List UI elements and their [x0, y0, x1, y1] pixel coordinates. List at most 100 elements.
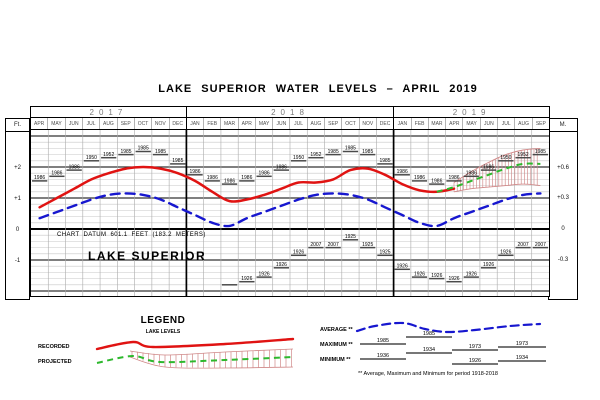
ft-tick--1: -1 [14, 258, 21, 264]
svg-text:1926: 1926 [469, 358, 481, 364]
svg-text:1985: 1985 [423, 331, 435, 337]
svg-text:1952: 1952 [518, 152, 529, 158]
svg-text:1926: 1926 [448, 276, 459, 282]
month-header-2018-DEC: DEC [379, 120, 391, 127]
average-line [38, 192, 542, 228]
month-header-2018-JAN: JAN [187, 118, 205, 129]
m-axis-header: M. [549, 119, 577, 132]
page-title: LAKE SUPERIOR WATER LEVELS – APRIL 2019 [158, 83, 478, 95]
svg-text:1985: 1985 [120, 149, 131, 155]
month-header-2019-SEP: SEP [535, 120, 546, 127]
svg-text:1973: 1973 [469, 344, 481, 350]
chart-datum-label: CHART DATUM 601.1 FEET (183.2 METERS) [57, 232, 206, 238]
month-header-2019-JUL: JUL [498, 118, 516, 129]
maximum-steps: 1985 1985 1973 1973 [360, 331, 546, 351]
minimum-steps: 1936 1934 1926 1934 [360, 347, 546, 365]
svg-text:1925: 1925 [379, 250, 390, 256]
month-header-2019-MAR: MAR [429, 118, 447, 129]
svg-text:1986: 1986 [397, 169, 408, 175]
m-axis-column: M. +0.6 +0.3 0 -0.3 [548, 118, 578, 300]
svg-text:1926: 1926 [276, 262, 287, 268]
min-steps: 1926 1926 1926 1926 2007 2007 1925 1925 1925 1926… [221, 234, 548, 286]
svg-text:1985: 1985 [328, 149, 339, 155]
ft-axis-column: Ft. +2 +1 0 -1 [5, 118, 30, 300]
svg-text:1926: 1926 [466, 271, 477, 277]
chart: 2017 2018 2019 APR MAY JUN JUL AUG SEP OCT NOV DEC… [30, 106, 550, 297]
svg-text:1986: 1986 [207, 175, 218, 181]
svg-text:1986: 1986 [69, 164, 80, 170]
svg-text:1926: 1926 [483, 262, 494, 268]
svg-text:1986: 1986 [448, 175, 459, 181]
svg-text:1950: 1950 [500, 155, 511, 161]
lake-name-label: LAKE SUPERIOR [88, 249, 207, 263]
svg-text:1926: 1926 [414, 271, 425, 277]
month-header-row: APR MAY JUN JUL AUG SEP OCT NOV DEC JAN FEB MAR APR M… [31, 118, 549, 130]
svg-text:1986: 1986 [51, 171, 62, 177]
svg-text:1985: 1985 [377, 338, 389, 344]
month-header-2018-AUG: AUG [308, 118, 326, 129]
svg-text:1986: 1986 [189, 169, 200, 175]
month-group-2019: JAN FEB MAR APR MAY JUN JUL AUG SEP [394, 118, 549, 129]
month-header-2018-OCT: OCT [342, 118, 360, 129]
month-header-2018-MAR: MAR [221, 118, 239, 129]
month-header-2019-AUG: AUG [515, 118, 533, 129]
legend-title: LEGEND [140, 315, 186, 326]
projected-line [436, 162, 541, 193]
recorded-line [38, 165, 456, 209]
svg-text:1926: 1926 [293, 250, 304, 256]
svg-text:2007: 2007 [328, 242, 339, 248]
svg-text:1985: 1985 [138, 146, 149, 152]
svg-text:1926: 1926 [397, 264, 408, 270]
svg-text:1950: 1950 [293, 155, 304, 161]
month-header-2017-MAY: MAY [48, 118, 66, 129]
year-header-2017: 2017 [31, 107, 187, 117]
month-header-2017-DEC: DEC [172, 120, 183, 127]
month-header-2018-FEB: FEB [204, 118, 222, 129]
month-header-2018-SEP: SEP [325, 118, 343, 129]
month-header-2017-JUN: JUN [66, 118, 83, 129]
projected-sample-line [96, 354, 294, 364]
svg-text:1986: 1986 [241, 175, 252, 181]
maximum-sample-steps: 1985 1985 1973 1973 [360, 331, 546, 351]
recorded-projected-sample [95, 337, 295, 369]
ft-tick-0: 0 [15, 227, 20, 233]
svg-text:1986: 1986 [259, 171, 270, 177]
svg-text:1934: 1934 [516, 355, 528, 361]
month-header-2017-OCT: OCT [135, 118, 153, 129]
ft-tick-+2: +2 [14, 165, 21, 171]
svg-text:1985: 1985 [172, 158, 183, 164]
month-header-2018-JUL: JUL [290, 118, 308, 129]
year-header-row: 2017 2018 2019 [31, 107, 549, 118]
month-header-2019-JUN: JUN [481, 118, 499, 129]
svg-text:1985: 1985 [345, 146, 356, 152]
svg-text:1934: 1934 [423, 347, 435, 353]
svg-text:1926: 1926 [241, 276, 252, 282]
svg-text:2007: 2007 [535, 242, 546, 248]
svg-text:1986: 1986 [431, 178, 442, 184]
svg-text:1926: 1926 [431, 273, 442, 279]
svg-text:1925: 1925 [362, 242, 373, 248]
month-group-2017: APR MAY JUN JUL AUG SEP OCT NOV DEC [31, 118, 187, 129]
ft-axis-header: Ft. [6, 119, 29, 132]
svg-text:1985: 1985 [535, 149, 546, 155]
m-tick-+0.6: +0.6 [557, 164, 569, 171]
month-header-2017-NOV: NOV [152, 118, 170, 129]
m-tick-0: 0 [561, 226, 565, 232]
m-tick-+0.3: +0.3 [557, 195, 569, 202]
month-header-2017-AUG: AUG [100, 118, 118, 129]
year-header-2019: 2019 [452, 107, 491, 117]
month-header-2019-JAN: JAN [394, 118, 412, 129]
svg-text:1952: 1952 [103, 152, 114, 158]
month-header-2017-JUL: JUL [83, 118, 101, 129]
svg-text:1926: 1926 [259, 271, 270, 277]
month-header-2019-MAY: MAY [463, 118, 481, 129]
svg-text:1926: 1926 [500, 250, 511, 256]
svg-text:1936: 1936 [377, 353, 389, 359]
month-header-2017-APR: APR [31, 118, 49, 129]
svg-text:1985: 1985 [362, 149, 373, 155]
svg-text:1986: 1986 [276, 164, 287, 170]
month-header-2018-APR: APR [239, 118, 256, 129]
svg-text:1986: 1986 [224, 178, 235, 184]
svg-text:1925: 1925 [345, 234, 356, 240]
